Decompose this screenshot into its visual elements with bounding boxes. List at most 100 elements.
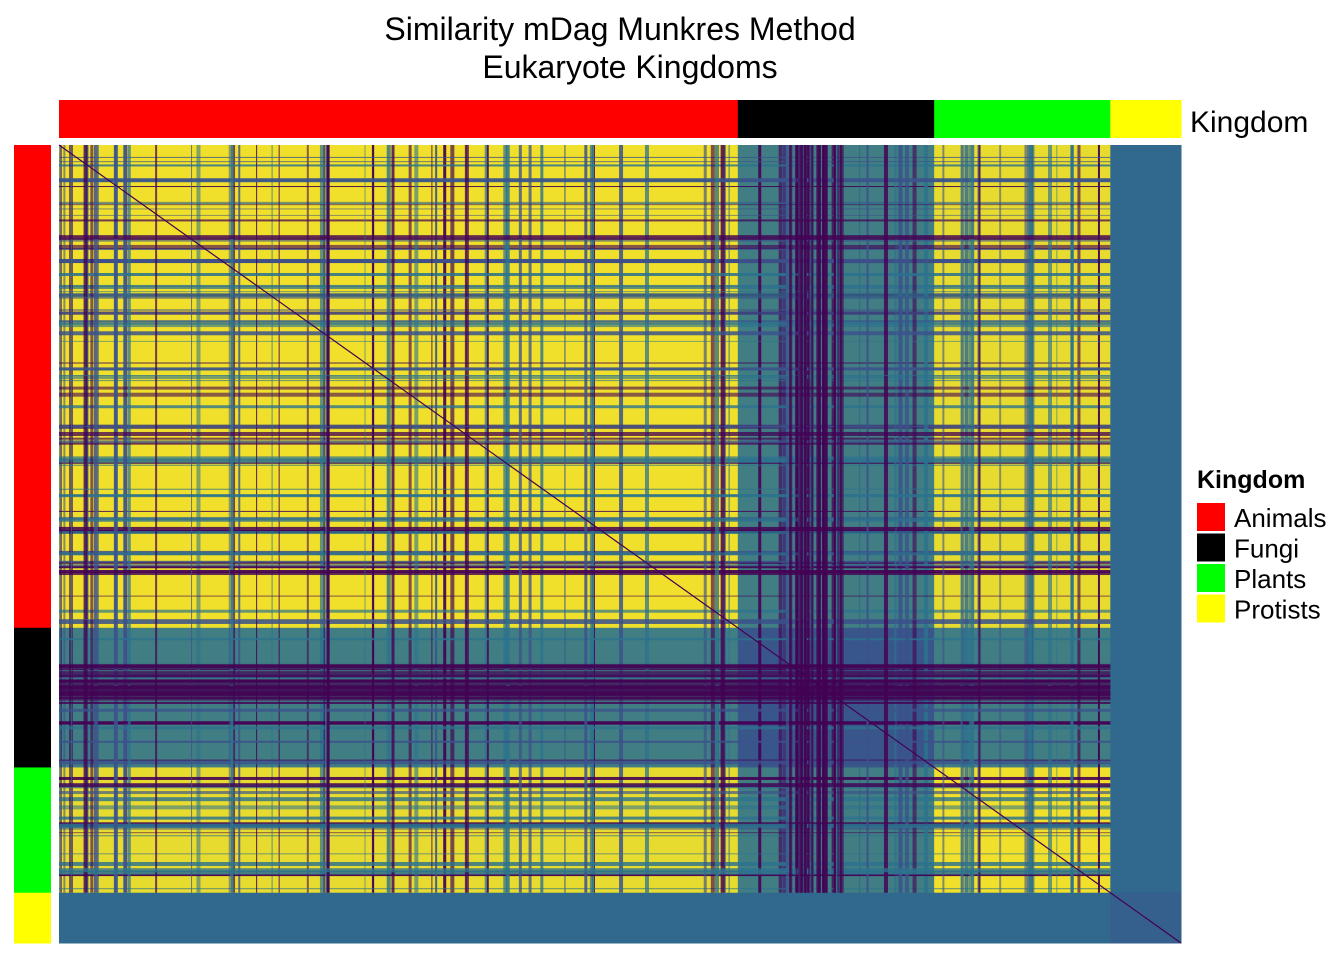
- heatmap-block-protists-plants: [934, 892, 1111, 944]
- heatmap-column-stripe: [883, 145, 888, 893]
- heatmap-column-stripe: [364, 145, 366, 893]
- heatmap-row-stripe: [59, 442, 1111, 445]
- heatmap-column-stripe: [970, 145, 975, 893]
- heatmap-row-stripe: [59, 708, 1111, 712]
- heatmap-column-stripe: [968, 145, 970, 893]
- heatmap-diagonal: [58, 144, 1182, 944]
- heatmap-row-stripe: [59, 572, 1111, 576]
- heatmap-column-stripe: [518, 145, 522, 893]
- heatmap-row-stripe: [59, 687, 1111, 690]
- heatmap-column-stripe: [191, 145, 193, 893]
- legend-title: Kingdom: [1197, 466, 1305, 494]
- heatmap-column-stripe: [230, 145, 234, 893]
- heatmap-column-stripe: [391, 145, 395, 893]
- heatmap-row-stripe: [59, 678, 1111, 681]
- chart-title: Similarity mDag Munkres Method: [384, 11, 855, 47]
- heatmap-column-stripe: [978, 145, 981, 893]
- heatmap-column-stripe: [816, 145, 819, 893]
- heatmap-column-stripe: [83, 145, 88, 893]
- heatmap-row-stripe: [59, 619, 1111, 621]
- heatmap-column-stripe: [834, 145, 837, 893]
- heatmap-column-stripe: [326, 145, 330, 893]
- legend-label-animals: Animals: [1234, 503, 1326, 533]
- heatmap-row-stripe: [59, 219, 1111, 222]
- heatmap-column-stripe: [803, 145, 806, 893]
- heatmap-column-stripe: [895, 145, 897, 893]
- heatmap-column-stripe: [841, 145, 844, 893]
- heatmap-column-stripe: [228, 145, 230, 893]
- heatmap-column-stripe: [790, 145, 793, 893]
- heatmap-column-stripe: [714, 145, 719, 893]
- heatmap-row-stripe: [59, 426, 1111, 428]
- heatmap-row-stripe: [59, 235, 1111, 240]
- legend-swatch-animals: [1197, 503, 1225, 531]
- heatmap-row-stripe: [59, 670, 1111, 673]
- heatmap-row-stripe: [59, 672, 1111, 675]
- top-annotation-segment-fungi: [737, 100, 935, 138]
- heatmap-row-stripe: [59, 375, 1111, 377]
- chart-subtitle: Eukaryote Kingdoms: [482, 49, 777, 85]
- heatmap-row-stripe: [59, 693, 1111, 696]
- heatmap-row-stripe: [59, 702, 1111, 705]
- heatmap-block-fungi-protists: [1110, 627, 1182, 768]
- heatmap-column-stripe: [811, 145, 814, 893]
- legend-swatch-fungi: [1197, 533, 1225, 562]
- heatmap-row-stripe: [59, 296, 1111, 299]
- top-annotation-segment-plants: [934, 100, 1111, 138]
- heatmap-row-stripe: [59, 675, 1111, 678]
- legend-label-protists: Protists: [1234, 595, 1321, 625]
- heatmap-row-stripe: [59, 667, 1111, 670]
- left-kingdom-annotation-bar: [14, 145, 51, 944]
- heatmap-row-stripe: [59, 691, 1111, 694]
- heatmap-row-stripe: [59, 868, 1111, 873]
- heatmap-block-animals-protists: [1110, 145, 1182, 629]
- heatmap-column-stripe: [584, 145, 588, 893]
- heatmap-row-stripe: [59, 681, 1111, 684]
- heatmap-column-stripe: [942, 145, 945, 893]
- left-annotation-segment-protists: [14, 892, 51, 944]
- heatmap-row-stripe: [59, 680, 1111, 683]
- heatmap-column-stripe: [839, 145, 842, 893]
- top-annotation-segment-animals: [59, 100, 739, 138]
- heatmap-column-stripe: [798, 145, 801, 893]
- heatmap-row-stripe: [59, 698, 1111, 701]
- heatmap-row-stripe: [59, 685, 1111, 688]
- heatmap-block-protists-animals: [59, 892, 739, 944]
- heatmap-row-stripe: [59, 689, 1111, 692]
- heatmap-row-stripe: [59, 367, 1111, 371]
- heatmap-column-stripe: [795, 145, 798, 893]
- top-annotation-segment-protists: [1110, 100, 1182, 138]
- heatmap-row-stripe: [59, 663, 1111, 666]
- heatmap-column-stripe: [804, 145, 807, 893]
- heatmap-block-plants-protists: [1110, 767, 1182, 894]
- heatmap-row-stripe: [59, 695, 1111, 698]
- heatmap-column-stripe: [464, 145, 469, 893]
- left-annotation-segment-plants: [14, 767, 51, 894]
- legend-label-plants: Plants: [1234, 564, 1306, 594]
- heatmap-row-stripe: [59, 697, 1111, 700]
- heatmap-column-stripe: [822, 145, 825, 893]
- heatmap-column-stripe: [837, 145, 840, 893]
- legend-label-fungi: Fungi: [1234, 534, 1299, 564]
- left-annotation-segment-fungi: [14, 627, 51, 768]
- heatmap-column-stripe: [825, 145, 828, 893]
- legend-swatch-plants: [1197, 564, 1225, 592]
- heatmap-column-stripe: [155, 145, 158, 893]
- legend-swatch-protists: [1197, 594, 1225, 623]
- top-annotation-label: Kingdom: [1190, 106, 1308, 139]
- similarity-heatmap: [58, 144, 1182, 944]
- heatmap-column-stripe: [785, 145, 789, 893]
- top-kingdom-annotation-bar: [59, 100, 1182, 138]
- heatmap-row-stripe: [59, 673, 1111, 676]
- heatmap-column-stripe: [817, 145, 820, 893]
- heatmap-column-stripe: [789, 145, 792, 893]
- heatmap-column-stripe: [800, 145, 803, 893]
- heatmap-row-stripe: [59, 682, 1111, 685]
- heatmap-column-stripe: [808, 145, 811, 893]
- heatmap-column-stripe: [823, 145, 826, 893]
- heatmap-column-stripe: [819, 145, 822, 893]
- heatmap-column-stripe: [799, 145, 802, 893]
- heatmap-block-protists-fungi: [737, 892, 935, 944]
